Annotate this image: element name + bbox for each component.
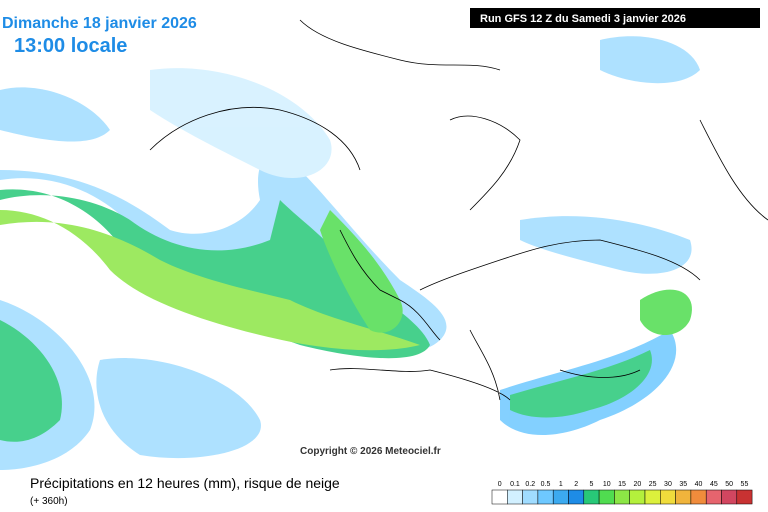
copyright: Copyright © 2026 Meteociel.fr <box>300 446 441 457</box>
legend-swatch <box>629 489 646 505</box>
footer-title: Précipitations en 12 heures (mm), risque… <box>30 475 340 491</box>
date: Dimanche 18 janvier 2026 <box>2 15 197 32</box>
legend-swatch <box>675 489 692 505</box>
legend-label: 25 <box>649 481 657 488</box>
legend-label: 10 <box>603 481 611 488</box>
legend-swatch <box>491 489 508 505</box>
legend-label: 40 <box>695 481 703 488</box>
legend-label: 0 <box>498 481 502 488</box>
legend-swatch <box>537 489 554 505</box>
legend-swatch <box>598 489 615 505</box>
footer-lead: (+ 360h) <box>30 496 68 507</box>
legend-label: 35 <box>679 481 687 488</box>
run: Run GFS 12 Z du Samedi 3 janvier 2026 <box>480 13 686 25</box>
legend-swatch <box>705 489 722 505</box>
legend: 0 0.1 0.2 0.5 1 2 5 10 15 20 25 30 35 40 45 50 55 <box>491 481 753 505</box>
legend-label: 50 <box>725 481 733 488</box>
legend-label: 45 <box>710 481 718 488</box>
legend-swatch <box>552 489 569 505</box>
legend-swatch <box>568 489 585 505</box>
legend-label: 0.2 <box>525 481 535 488</box>
legend-label: 5 <box>589 481 593 488</box>
legend-label: 55 <box>741 481 749 488</box>
legend-label: 1 <box>559 481 563 488</box>
legend-swatch <box>522 489 539 505</box>
legend-swatch <box>660 489 676 505</box>
legend-swatch <box>721 489 738 505</box>
legend-label: 30 <box>664 481 672 488</box>
legend-swatch <box>690 489 707 505</box>
legend-swatch <box>507 489 523 505</box>
legend-label: 15 <box>618 481 626 488</box>
legend-label: 20 <box>633 481 641 488</box>
legend-swatch <box>583 489 600 505</box>
run-box <box>470 8 760 28</box>
legend-label: 2 <box>574 481 578 488</box>
map <box>0 19 768 470</box>
legend-swatch <box>736 489 753 505</box>
time: 13:00 locale <box>14 35 127 57</box>
legend-swatch <box>644 489 661 505</box>
legend-label: 0.1 <box>510 481 520 488</box>
legend-swatch <box>614 489 630 505</box>
legend-label: 0.5 <box>541 481 551 488</box>
